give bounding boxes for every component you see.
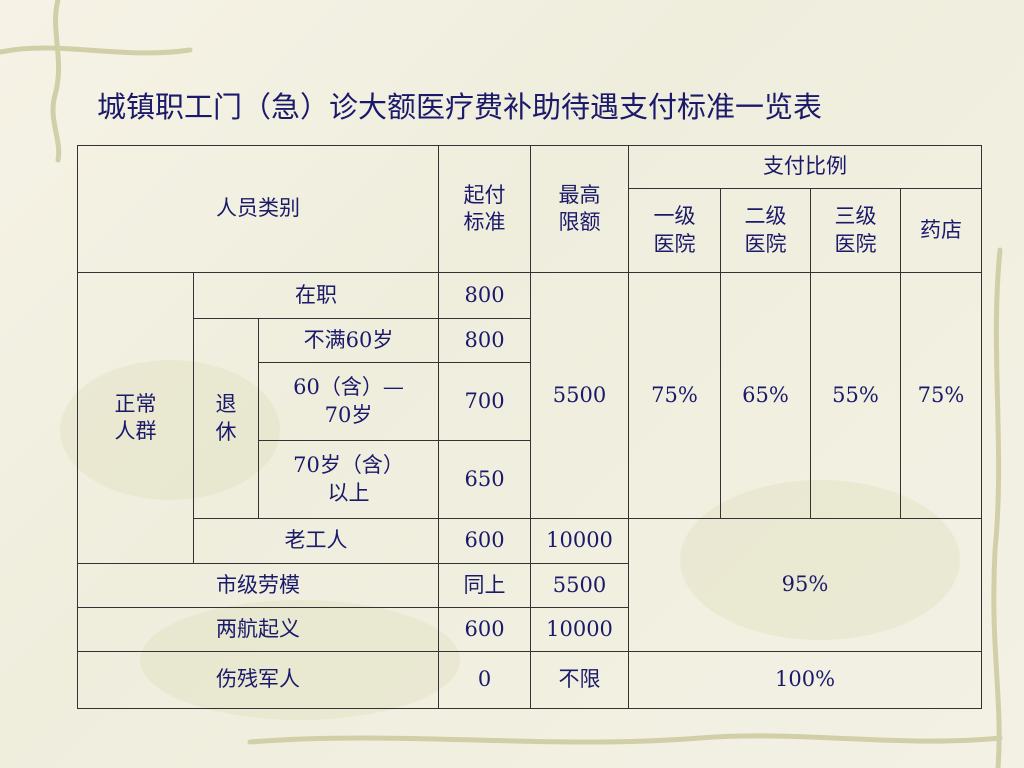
table-cell: 同上 (438, 563, 532, 608)
table-cell: 600 (438, 518, 532, 564)
header-cell: 二级 医院 (720, 188, 812, 273)
table-cell: 70岁（含） 以上 (257, 440, 440, 519)
table-cell: 0 (438, 651, 532, 709)
table-cell: 600 (438, 607, 532, 652)
header-cell: 药店 (900, 188, 983, 273)
table-cell: 75% (900, 272, 983, 519)
table-cell: 退 休 (193, 318, 259, 519)
table-cell: 在职 (192, 272, 440, 319)
table-cell: 正常 人群 (77, 272, 194, 564)
table-cell: 700 (438, 362, 532, 441)
header-cell: 一级 医院 (628, 188, 722, 273)
table-cell: 不限 (530, 651, 630, 709)
table-cell: 伤残军人 (76, 651, 440, 709)
table-cell: 不满60岁 (257, 318, 440, 363)
table-cell: 两航起义 (76, 607, 440, 652)
table-cell: 老工人 (192, 518, 440, 564)
slide-title: 城镇职工门（急）诊大额医疗费补助待遇支付标准一览表 (97, 90, 823, 124)
table-cell: 5500 (530, 272, 630, 519)
table-cell: 800 (438, 272, 532, 319)
table-cell: 10000 (530, 607, 630, 652)
table-cell: 55% (810, 272, 902, 519)
table-cell: 100% (628, 651, 983, 709)
standards-table: 人员类别 起付 标准 最高 限额 支付比例 一级 医院 二级 医院 三级 医院 … (76, 145, 983, 709)
table-cell: 800 (438, 318, 532, 363)
header-cell: 人员类别 (76, 145, 440, 273)
table-cell: 市级劳模 (76, 563, 440, 608)
table-cell: 65% (720, 272, 812, 519)
table-cell: 10000 (530, 518, 630, 564)
header-cell: 三级 医院 (810, 188, 902, 273)
table-cell: 95% (628, 518, 983, 652)
table-cell: 5500 (530, 563, 630, 608)
table-cell: 75% (628, 272, 722, 519)
table-cell: 650 (438, 440, 532, 519)
header-cell: 最高 限额 (530, 145, 630, 273)
header-cell: 起付 标准 (438, 145, 532, 273)
header-cell: 支付比例 (628, 145, 983, 189)
table-cell: 60（含）— 70岁 (257, 362, 440, 441)
